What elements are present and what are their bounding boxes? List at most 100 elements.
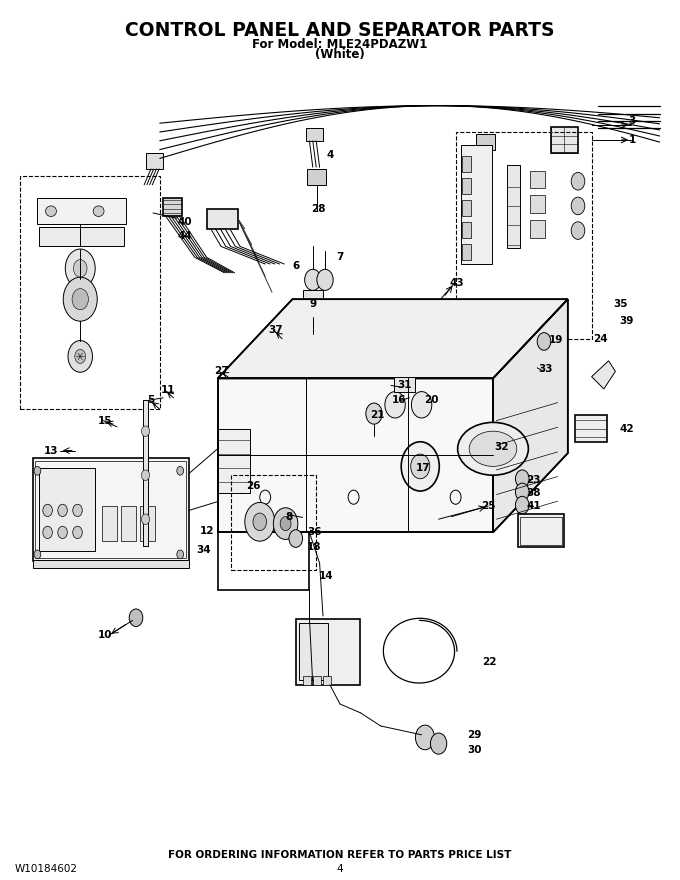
Text: 43: 43 (449, 278, 464, 289)
Bar (163, 198, 182, 216)
Circle shape (68, 341, 92, 372)
Circle shape (289, 530, 303, 547)
Circle shape (280, 517, 291, 531)
Bar (462, 156, 471, 172)
Bar (530, 171, 545, 188)
Circle shape (58, 504, 67, 517)
Bar (218, 429, 250, 493)
Text: For Model: MLE24PDAZW1: For Model: MLE24PDAZW1 (252, 38, 428, 50)
Polygon shape (592, 361, 615, 389)
Text: 38: 38 (526, 488, 541, 498)
Text: 40: 40 (177, 216, 192, 227)
Ellipse shape (46, 206, 56, 216)
Text: 20: 20 (424, 395, 439, 406)
Text: 3: 3 (629, 116, 636, 127)
Bar (33, 560, 189, 568)
Circle shape (415, 725, 435, 750)
Circle shape (305, 269, 321, 290)
Bar (476, 134, 495, 150)
Text: 42: 42 (619, 424, 634, 435)
Text: 17: 17 (415, 463, 430, 473)
Circle shape (43, 504, 52, 517)
Circle shape (73, 260, 87, 277)
Circle shape (43, 526, 52, 539)
Circle shape (401, 442, 439, 491)
Circle shape (571, 222, 585, 239)
Circle shape (515, 496, 529, 514)
Bar (39, 227, 124, 246)
Bar (462, 178, 471, 194)
Text: 29: 29 (467, 730, 482, 740)
Text: 8: 8 (286, 512, 292, 523)
Text: 16: 16 (392, 395, 407, 406)
Text: (White): (White) (315, 48, 365, 61)
Text: 36: 36 (307, 527, 322, 538)
Text: 18: 18 (307, 542, 322, 553)
Bar (323, 676, 331, 685)
Circle shape (366, 403, 382, 424)
Bar (20, 176, 160, 409)
Text: 34: 34 (197, 545, 211, 555)
Bar (530, 195, 545, 213)
Bar (207, 209, 238, 229)
Circle shape (141, 470, 150, 480)
Bar (462, 200, 471, 216)
Bar (143, 400, 148, 546)
Text: CONTROL PANEL AND SEPARATOR PARTS: CONTROL PANEL AND SEPARATOR PARTS (125, 21, 555, 40)
Polygon shape (218, 299, 568, 378)
Text: 26: 26 (245, 480, 260, 491)
Circle shape (75, 349, 86, 363)
Bar (462, 244, 471, 260)
Bar (306, 128, 323, 141)
Text: 23: 23 (526, 474, 541, 485)
Text: 12: 12 (200, 525, 215, 536)
Bar (102, 506, 117, 541)
Circle shape (385, 392, 405, 418)
Circle shape (129, 609, 143, 627)
Circle shape (253, 513, 267, 531)
Text: 21: 21 (370, 410, 385, 421)
Text: FOR ORDERING INFORMATION REFER TO PARTS PRICE LIST: FOR ORDERING INFORMATION REFER TO PARTS … (169, 850, 511, 861)
Text: 41: 41 (526, 501, 541, 511)
Circle shape (430, 733, 447, 754)
Text: 7: 7 (337, 252, 343, 262)
Text: 9: 9 (309, 298, 316, 309)
Circle shape (63, 277, 97, 321)
Bar (575, 415, 607, 442)
Circle shape (141, 514, 150, 524)
Text: W10184602: W10184602 (15, 864, 78, 875)
Text: 22: 22 (482, 656, 497, 667)
Text: 31: 31 (397, 380, 412, 391)
Circle shape (34, 466, 41, 475)
Text: 15: 15 (98, 415, 113, 426)
Text: 4: 4 (326, 150, 333, 160)
Circle shape (73, 526, 82, 539)
Bar (146, 153, 163, 169)
Bar (303, 290, 323, 317)
Text: 14: 14 (319, 571, 334, 582)
Bar (299, 623, 328, 680)
Text: 4: 4 (337, 864, 343, 875)
Text: 1: 1 (629, 135, 636, 145)
Bar (507, 165, 520, 248)
Text: 28: 28 (311, 204, 326, 215)
Circle shape (273, 508, 298, 539)
Bar (121, 506, 136, 541)
Circle shape (537, 333, 551, 350)
Circle shape (34, 550, 41, 559)
Circle shape (177, 550, 184, 559)
Bar (394, 377, 415, 392)
Text: 19: 19 (549, 334, 564, 345)
Text: 5: 5 (148, 395, 154, 406)
Circle shape (177, 466, 184, 475)
Bar (231, 475, 316, 570)
Bar (39, 468, 95, 551)
Polygon shape (218, 378, 493, 532)
Bar (462, 222, 471, 238)
Bar (35, 461, 186, 558)
Circle shape (317, 269, 333, 290)
Circle shape (411, 454, 430, 479)
Circle shape (411, 392, 432, 418)
Polygon shape (493, 299, 568, 532)
Text: 32: 32 (494, 442, 509, 452)
